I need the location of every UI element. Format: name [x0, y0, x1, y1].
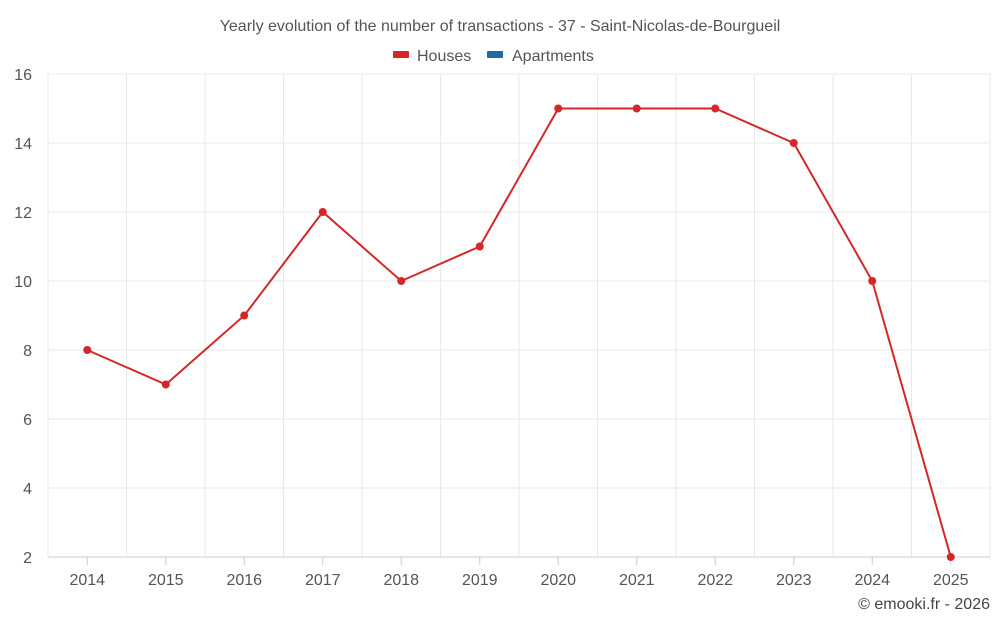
y-tick-label: 8	[23, 343, 32, 360]
chart-title: Yearly evolution of the number of transa…	[220, 18, 781, 35]
y-tick-label: 4	[23, 481, 32, 498]
y-tick-label: 16	[14, 67, 32, 84]
legend-label-houses[interactable]: Houses	[417, 48, 471, 65]
x-tick-label: 2021	[619, 572, 655, 589]
data-point-houses[interactable]	[397, 277, 406, 285]
data-point-houses[interactable]	[240, 311, 249, 320]
credit-text: © emooki.fr - 2026	[858, 596, 990, 613]
grid	[47, 73, 991, 557]
x-tick-label: 2016	[226, 572, 262, 589]
data-point-houses[interactable]	[554, 104, 563, 113]
x-tick-label: 2022	[697, 572, 733, 589]
legend-swatch-apartments	[487, 51, 503, 58]
y-tick-label: 2	[23, 550, 32, 567]
y-tick-label: 6	[23, 412, 32, 429]
y-tick-label: 10	[14, 274, 32, 291]
x-axis: 2014 2015 2016 2017 2018 2019 2020 2021 2022 2023…	[48, 556, 990, 589]
data-point-houses[interactable]	[161, 380, 170, 389]
x-tick-label: 2017	[305, 572, 341, 589]
x-tick-label: 2024	[854, 572, 890, 589]
legend-label-apartments[interactable]: Apartments	[512, 48, 594, 65]
x-tick-label: 2023	[776, 572, 812, 589]
data-point-houses[interactable]	[475, 242, 484, 251]
y-tick-label: 12	[14, 205, 32, 222]
data-point-houses[interactable]	[789, 139, 798, 147]
data-point-houses[interactable]	[711, 104, 720, 113]
series-line-houses	[86, 107, 952, 558]
plot-area	[83, 104, 955, 561]
legend: Houses Apartments	[393, 48, 594, 65]
data-point-houses[interactable]	[318, 208, 327, 216]
x-tick-label: 2014	[69, 572, 105, 589]
data-point-houses[interactable]	[83, 346, 92, 354]
y-tick-label: 14	[14, 136, 32, 153]
x-tick-label: 2019	[462, 572, 498, 589]
y-axis: 2 4 6 8 10 12 14 16	[14, 67, 32, 567]
x-tick-label: 2018	[383, 572, 419, 589]
legend-swatch-houses	[393, 51, 409, 58]
x-tick-label: 2020	[540, 572, 576, 589]
data-point-houses[interactable]	[632, 104, 641, 113]
data-point-houses[interactable]	[868, 277, 877, 285]
x-tick-label: 2015	[148, 572, 184, 589]
x-tick-label: 2025	[933, 572, 969, 589]
data-point-houses[interactable]	[946, 553, 955, 561]
